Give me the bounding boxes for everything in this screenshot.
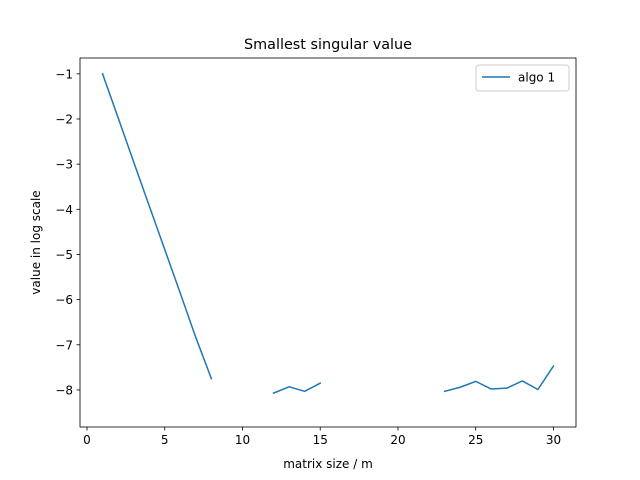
x-tick-label: 30 (546, 433, 561, 447)
y-tick-label: −1 (55, 67, 73, 81)
legend-label: algo 1 (518, 71, 555, 85)
y-tick-label: −7 (55, 338, 73, 352)
y-tick-label: −3 (55, 158, 73, 172)
x-axis-label: matrix size / m (283, 457, 373, 471)
y-axis-label: value in log scale (29, 190, 43, 294)
series-lines (101, 72, 555, 395)
x-tick-label: 15 (313, 433, 328, 447)
y-tick-label: −2 (55, 112, 73, 126)
series-line-segment (272, 382, 322, 395)
x-tick-label: 25 (468, 433, 483, 447)
x-tick-label: 0 (83, 433, 91, 447)
series-line-segment (443, 364, 555, 393)
x-tick-label: 5 (161, 433, 169, 447)
x-axis-ticks: 0 5 10 15 20 25 30 (83, 427, 561, 447)
legend-box (475, 64, 570, 92)
plot-area (79, 57, 577, 428)
x-tick-label: 10 (235, 433, 250, 447)
series-line-segment (101, 72, 213, 380)
chart-title: Smallest singular value (244, 37, 412, 53)
plot-frame (79, 57, 577, 428)
y-tick-label: −8 (55, 383, 73, 397)
x-tick-label: 20 (390, 433, 405, 447)
y-axis-ticks: −1 −2 −3 −4 −5 −6 −7 −8 (55, 67, 80, 397)
y-tick-label: −6 (55, 293, 73, 307)
y-tick-label: −4 (55, 203, 73, 217)
legend: algo 1 (475, 64, 570, 92)
plot-background (80, 58, 576, 427)
y-tick-label: −5 (55, 248, 73, 262)
